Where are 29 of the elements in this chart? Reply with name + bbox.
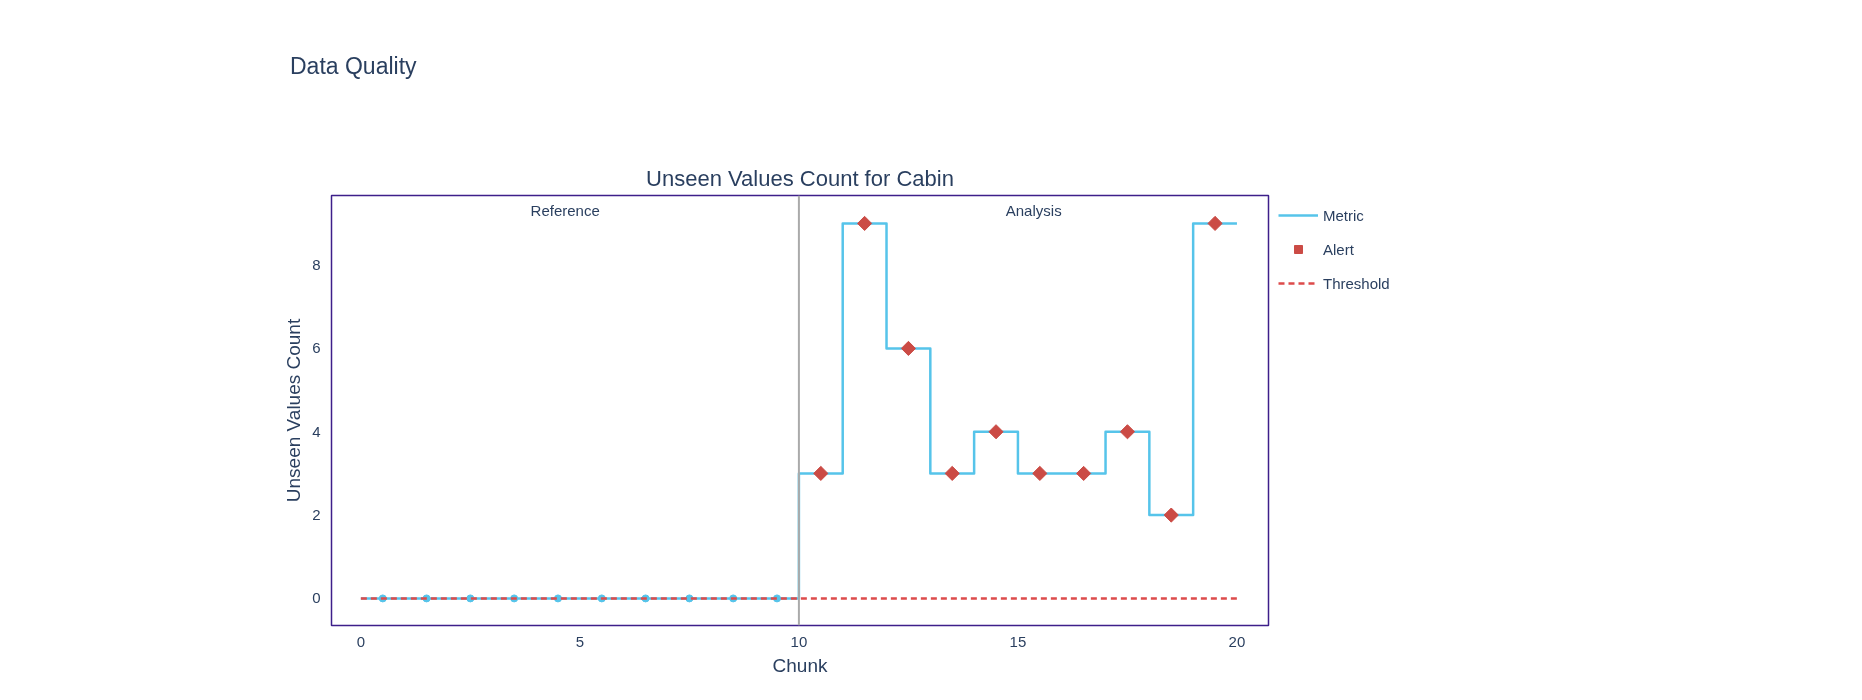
x-tick-label: 15	[1009, 632, 1027, 650]
x-tick-label: 20	[1228, 632, 1246, 650]
annotation: Reference	[530, 201, 600, 219]
x-tick-label: 10	[790, 632, 808, 650]
point	[900, 340, 916, 356]
y-tick-label: 0	[312, 589, 321, 607]
x-tick-label: 0	[356, 632, 366, 650]
point	[857, 215, 873, 231]
point	[1076, 465, 1092, 481]
y-tick-label: 4	[312, 422, 321, 440]
chart-title: Data Quality	[290, 52, 417, 81]
chart-subtitle: Unseen Values Count for Cabin	[646, 165, 954, 191]
y-tick-label: 6	[312, 339, 321, 357]
y-axis-title: Unseen Values Count	[283, 318, 305, 503]
x-axis-title: Chunk	[772, 654, 828, 676]
point	[944, 465, 960, 481]
legend-label: Alert	[1323, 240, 1354, 258]
legend-label: Metric	[1323, 206, 1364, 224]
legend-label: Threshold	[1323, 274, 1390, 292]
point	[1163, 507, 1179, 523]
annotation: Analysis	[1005, 201, 1062, 219]
point	[1207, 215, 1223, 231]
point	[1119, 424, 1136, 440]
point	[988, 424, 1004, 440]
point	[813, 465, 829, 481]
x-tick-label: 5	[575, 632, 585, 650]
y-tick-label: 2	[312, 506, 321, 524]
y-tick-label: 8	[312, 256, 321, 274]
point	[1032, 465, 1048, 481]
